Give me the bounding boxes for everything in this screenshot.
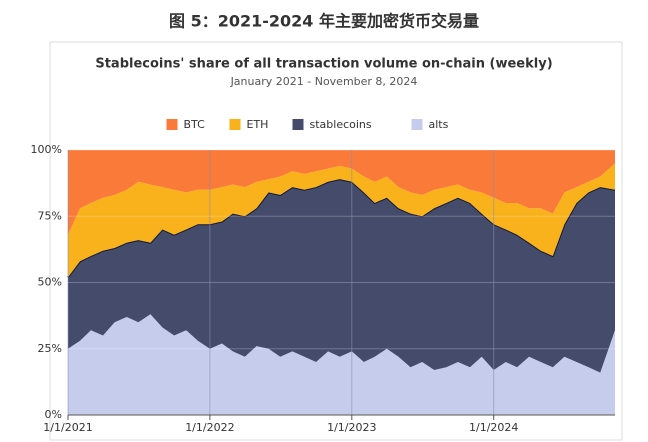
legend-label: alts: [429, 118, 449, 131]
y-tick-label: 25%: [38, 342, 62, 355]
chart-subtitle: January 2021 - November 8, 2024: [230, 75, 418, 88]
legend-swatch: [229, 119, 241, 130]
legend-label: ETH: [247, 118, 269, 131]
legend: BTC ETH stablecoins alts: [166, 118, 449, 131]
chart-title: Stablecoins' share of all transaction vo…: [95, 57, 552, 72]
y-tick-label: 75%: [38, 209, 62, 222]
area: [68, 150, 615, 235]
y-tick-label: 100%: [31, 143, 62, 156]
x-tick-label: 1/1/2021: [43, 421, 92, 434]
y-tick-label: 50%: [38, 276, 62, 289]
legend-label: stablecoins: [310, 118, 372, 131]
x-tick-label: 1/1/2022: [185, 421, 234, 434]
page-title: 图 5：2021-2024 年主要加密货币交易量: [169, 12, 479, 31]
y-tick-label: 0%: [45, 408, 62, 421]
area: [68, 163, 615, 278]
legend-label: BTC: [184, 118, 206, 131]
legend-swatch: [411, 119, 423, 130]
x-tick-label: 1/1/2023: [327, 421, 376, 434]
area: [68, 314, 615, 415]
legend-swatch: [292, 119, 304, 130]
area: [68, 179, 615, 373]
x-tick-label: 1/1/2024: [469, 421, 518, 434]
legend-swatch: [166, 119, 178, 130]
